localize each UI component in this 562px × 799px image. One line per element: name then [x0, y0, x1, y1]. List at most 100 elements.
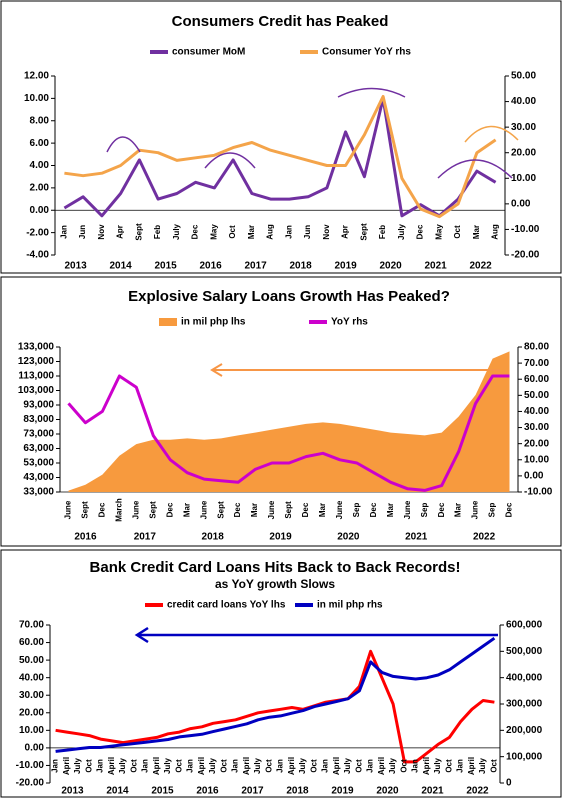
x-tick-label: Jun: [303, 225, 312, 239]
x-tick-label: Apr: [341, 225, 350, 239]
x-tick-label: Jan: [96, 759, 105, 773]
x-tick-label: Mar: [472, 225, 481, 239]
line: [67, 374, 510, 492]
arc: [106, 136, 141, 153]
x-tick-label: July: [388, 757, 397, 774]
x-tick-label: March: [114, 498, 123, 522]
x-tick-label: Dec: [505, 502, 514, 517]
x-tick-label: Mar: [386, 503, 395, 517]
x-tick-label: Jan: [456, 759, 465, 773]
x-tick-label: Mar: [250, 503, 259, 517]
y2-tick-label: 20.00: [511, 147, 536, 158]
x-tick-label: April: [332, 757, 341, 775]
legend-label: in mil php rhs: [317, 600, 383, 611]
y2-tick-label: 0: [506, 778, 512, 789]
x-tick-label: Sep: [420, 503, 429, 518]
y2-tick-label: 500,000: [506, 646, 543, 657]
x-tick-label: Dec: [165, 502, 174, 517]
year-label: 2018: [290, 261, 313, 272]
line: [55, 649, 495, 764]
legend-label: consumer MoM: [172, 47, 245, 58]
x-tick-label: July: [172, 223, 181, 240]
y2-tick-label: 300,000: [506, 699, 543, 710]
x-tick-label: July: [208, 757, 217, 774]
x-tick-label: Oct: [489, 759, 498, 773]
x-tick-label: Jan: [284, 225, 293, 239]
x-tick-label: April: [287, 757, 296, 775]
y2-tick-label: 70.00: [524, 358, 549, 369]
y2-tick-label: 200,000: [506, 725, 543, 736]
panel: [0, 549, 562, 798]
legend-label: Consumer YoY rhs: [322, 47, 411, 58]
year-label: 2013: [65, 261, 88, 272]
y-tick-label: 30.00: [19, 690, 44, 701]
y2-tick-label: -10.00: [524, 487, 553, 498]
x-tick-label: Aug: [266, 224, 275, 240]
year-label: 2015: [155, 261, 178, 272]
y2-tick-label: 40.00: [511, 96, 536, 107]
line: [63, 96, 497, 218]
y-tick-label: 133,000: [18, 342, 55, 353]
line: [55, 636, 496, 753]
year-label: 2017: [241, 786, 264, 797]
y-tick-label: 40.00: [19, 672, 44, 683]
x-tick-label: Nov: [97, 224, 106, 240]
x-tick-label: Oct: [399, 759, 408, 773]
year-label: 2015: [151, 786, 174, 797]
x-tick-label: Sept: [216, 501, 225, 519]
chart-title: Consumers Credit has Peaked: [172, 13, 389, 30]
x-tick-label: June: [267, 500, 276, 519]
x-tick-label: Sept: [359, 223, 368, 241]
y-tick-label: 4.00: [30, 160, 50, 171]
year-label: 2021: [425, 261, 448, 272]
x-tick-label: Oct: [264, 759, 273, 773]
x-tick-label: Mar: [182, 503, 191, 517]
x-tick-label: Dec: [191, 224, 200, 239]
x-tick-label: April: [152, 757, 161, 775]
panel: [0, 0, 562, 274]
x-tick-label: July: [433, 757, 442, 774]
y-tick-label: 73,000: [23, 429, 54, 440]
chart-subtitle: as YoY growth Slows: [215, 577, 335, 591]
legend-label: in mil php lhs: [181, 317, 246, 328]
x-tick-label: Jan: [411, 759, 420, 773]
x-tick-label: Dec: [369, 502, 378, 517]
y-tick-label: 50.00: [19, 655, 44, 666]
year-label: 2022: [473, 532, 496, 543]
y-tick-label: 0.00: [30, 205, 50, 216]
y-tick-label: 70.00: [19, 620, 44, 631]
x-tick-label: Oct: [309, 759, 318, 773]
x-tick-label: Apr: [116, 225, 125, 239]
year-label: 2014: [106, 786, 129, 797]
arrow-head: [134, 626, 149, 644]
y2-tick-label: 80.00: [524, 342, 549, 353]
year-label: 2021: [421, 786, 444, 797]
x-tick-label: July: [397, 223, 406, 240]
y-tick-label: 123,000: [18, 356, 55, 367]
y-tick-label: 43,000: [23, 472, 54, 483]
x-tick-label: April: [377, 757, 386, 775]
x-tick-label: Dec: [98, 502, 107, 517]
x-tick-label: Jan: [51, 759, 60, 773]
x-tick-label: Oct: [444, 759, 453, 773]
x-tick-label: Oct: [453, 225, 462, 239]
x-tick-label: Sep: [352, 503, 361, 518]
y-tick-label: 60.00: [19, 637, 44, 648]
x-tick-label: Mar: [454, 503, 463, 517]
annotations: [106, 87, 519, 644]
x-tick-label: April: [62, 757, 71, 775]
arc: [437, 159, 513, 179]
year-label: 2018: [286, 786, 309, 797]
x-tick-label: Sept: [148, 501, 157, 519]
x-tick-label: Jan: [366, 759, 375, 773]
y-tick-label: 83,000: [23, 414, 54, 425]
y2-tick-label: -10.00: [511, 224, 540, 235]
year-label: 2020: [337, 532, 360, 543]
x-tick-label: June: [403, 500, 412, 519]
y-tick-label: 20.00: [19, 707, 44, 718]
x-tick-label: Oct: [129, 759, 138, 773]
x-tick-label: Jan: [59, 225, 68, 239]
y-tick-label: 63,000: [23, 443, 54, 454]
x-tick-label: May: [209, 224, 218, 240]
y-tick-label: -10.00: [16, 760, 45, 771]
